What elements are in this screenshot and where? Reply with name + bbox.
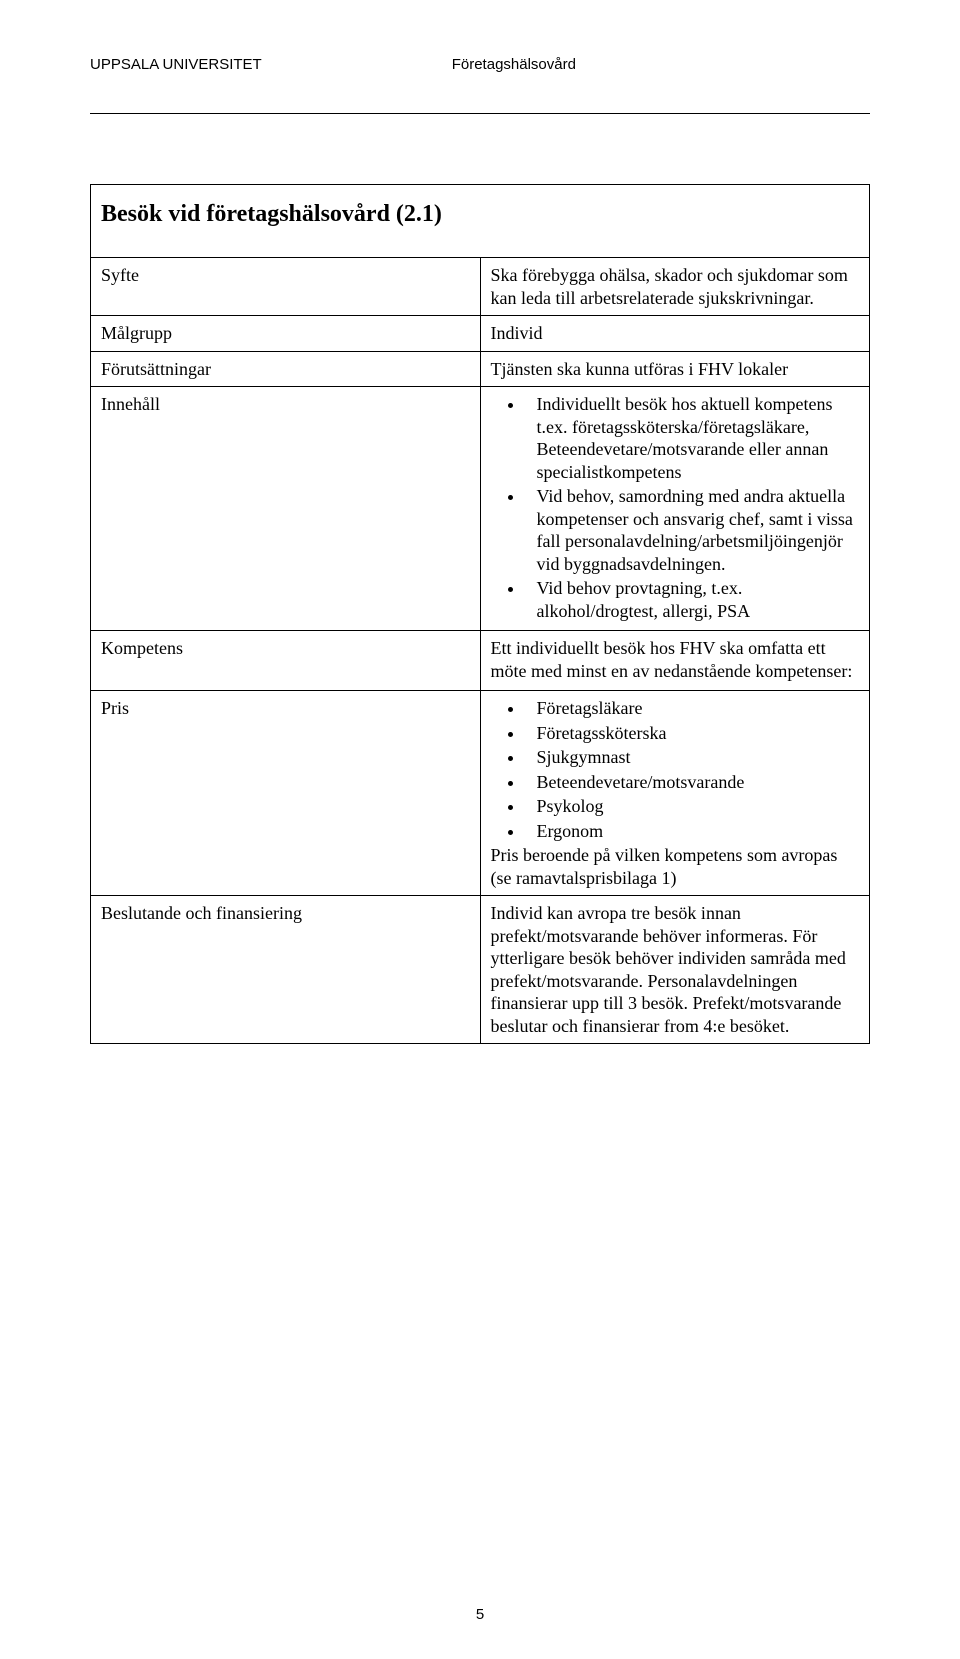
table-row: Målgrupp Individ [91,316,870,352]
value-syfte: Ska förebygga ohälsa, skador och sjukdom… [480,258,870,316]
list-item: Beteendevetare/motsvarande [525,771,860,794]
header-right: Företagshälsovård [452,56,576,73]
list-item: Individuellt besök hos aktuell kompetens… [525,393,860,483]
table-row: Förutsättningar Tjänsten ska kunna utför… [91,351,870,387]
table-row: Syfte Ska förebygga ohälsa, skador och s… [91,258,870,316]
content-table: Besök vid företagshälsovård (2.1) Syfte … [90,184,870,1044]
list-item: Sjukgymnast [525,746,860,769]
label-pris: Pris [91,691,481,896]
value-pris: Företagsläkare Företagssköterska Sjukgym… [480,691,870,896]
header-divider [90,113,870,114]
value-forutsattningar: Tjänsten ska kunna utföras i FHV lokaler [480,351,870,387]
list-item: Företagssköterska [525,722,860,745]
label-malgrupp: Målgrupp [91,316,481,352]
page: UPPSALA UNIVERSITET Företagshälsovård Be… [0,0,960,1659]
value-innehall: Individuellt besök hos aktuell kompetens… [480,387,870,631]
pris-text: Pris beroende på vilken kompetens som av… [491,844,860,889]
kompetens-intro: Ett individuellt besök hos FHV ska omfat… [491,637,860,682]
title-row: Besök vid företagshälsovård (2.1) [91,185,870,258]
beslutande-text: Individ kan avropa tre besök innan prefe… [491,902,860,1037]
value-malgrupp: Individ [480,316,870,352]
page-header: UPPSALA UNIVERSITET Företagshälsovård [90,56,870,73]
document-title: Besök vid företagshälsovård (2.1) [101,201,442,227]
table-row: Pris Företagsläkare Företagssköterska Sj… [91,691,870,896]
table-row: Innehåll Individuellt besök hos aktuell … [91,387,870,631]
value-beslutande: Individ kan avropa tre besök innan prefe… [480,896,870,1044]
page-number: 5 [0,1606,960,1623]
table-row: Kompetens Ett individuellt besök hos FHV… [91,631,870,691]
label-forutsattningar: Förutsättningar [91,351,481,387]
table-row: Beslutande och finansiering Individ kan … [91,896,870,1044]
list-item: Ergonom [525,820,860,843]
label-syfte: Syfte [91,258,481,316]
list-item: Företagsläkare [525,697,860,720]
label-beslutande: Beslutande och finansiering [91,896,481,1044]
label-innehall: Innehåll [91,387,481,631]
value-kompetens: Ett individuellt besök hos FHV ska omfat… [480,631,870,691]
title-cell: Besök vid företagshälsovård (2.1) [91,185,870,258]
label-kompetens: Kompetens [91,631,481,691]
kompetens-list: Företagsläkare Företagssköterska Sjukgym… [491,697,860,842]
list-item: Psykolog [525,795,860,818]
list-item: Vid behov provtagning, t.ex. alkohol/dro… [525,577,860,622]
syfte-text: Ska förebygga ohälsa, skador och sjukdom… [491,264,860,309]
list-item: Vid behov, samordning med andra aktuella… [525,485,860,575]
innehall-list: Individuellt besök hos aktuell kompetens… [491,393,860,622]
forutsattningar-text: Tjänsten ska kunna utföras i FHV lokaler [491,358,860,381]
malgrupp-text: Individ [491,322,860,345]
header-left: UPPSALA UNIVERSITET [90,56,262,73]
